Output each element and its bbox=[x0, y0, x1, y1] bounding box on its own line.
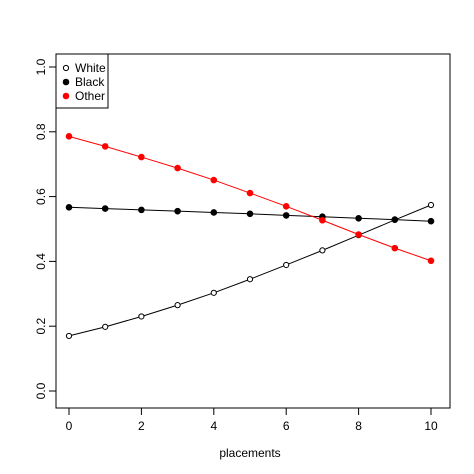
data-point-black bbox=[101, 205, 109, 212]
data-point-white bbox=[210, 289, 217, 296]
series-line-white bbox=[68, 204, 432, 337]
series-white bbox=[65, 201, 435, 340]
y-tick-label: 1.0 bbox=[34, 58, 48, 75]
legend-label: Black bbox=[75, 75, 105, 89]
series-black bbox=[65, 203, 435, 225]
legend-marker bbox=[62, 92, 70, 100]
x-axis: 0 2 4 6 8 10 bbox=[66, 407, 438, 433]
data-point-other bbox=[427, 257, 435, 265]
data-point-white bbox=[174, 302, 181, 309]
data-point-other bbox=[319, 216, 326, 224]
y-axis: 0.0 0.2 0.4 0.6 0.8 1.0 bbox=[34, 58, 57, 399]
x-tick-label: 8 bbox=[355, 419, 362, 433]
data-point-other bbox=[101, 143, 109, 150]
data-point-white bbox=[65, 332, 73, 340]
data-point-other bbox=[391, 244, 399, 252]
data-point-white bbox=[283, 261, 290, 269]
data-point-black bbox=[282, 212, 290, 219]
x-tick-label: 6 bbox=[283, 419, 290, 433]
data-point-white bbox=[102, 323, 109, 330]
data-point-other bbox=[138, 153, 145, 161]
y-tick-label: 0.6 bbox=[34, 188, 48, 205]
data-point-black bbox=[174, 207, 181, 215]
y-tick-label: 0.8 bbox=[34, 123, 48, 140]
data-point-black bbox=[138, 206, 145, 214]
data-point-black bbox=[246, 210, 254, 218]
y-tick-label: 0.2 bbox=[34, 318, 48, 335]
legend-marker bbox=[62, 64, 70, 72]
data-point-white bbox=[246, 276, 254, 283]
y-tick-label: 0.4 bbox=[34, 253, 48, 270]
data-point-black bbox=[65, 203, 73, 211]
data-point-other bbox=[282, 203, 290, 210]
legend-label: Other bbox=[75, 89, 105, 103]
data-point-white bbox=[138, 313, 145, 320]
data-point-other bbox=[174, 164, 181, 172]
series-line-other bbox=[68, 135, 432, 262]
data-point-black bbox=[355, 215, 362, 222]
data-point-other bbox=[355, 231, 362, 238]
data-point-black bbox=[427, 217, 435, 225]
data-point-black bbox=[210, 209, 218, 216]
x-axis-label: placements bbox=[219, 446, 280, 460]
series-layer bbox=[65, 133, 435, 340]
data-point-other bbox=[210, 176, 218, 184]
x-tick-label: 4 bbox=[210, 419, 217, 433]
plot-frame bbox=[55, 53, 451, 409]
legend-marker bbox=[62, 78, 70, 86]
y-tick-label: 0.0 bbox=[34, 382, 48, 399]
data-point-black bbox=[391, 216, 399, 223]
series-other bbox=[65, 133, 435, 265]
data-point-other bbox=[246, 189, 254, 197]
data-point-other bbox=[65, 133, 73, 140]
x-tick-label: 0 bbox=[66, 419, 73, 433]
x-tick-label: 2 bbox=[138, 419, 145, 433]
data-point-white bbox=[427, 201, 435, 209]
data-point-white bbox=[319, 247, 326, 254]
x-tick-label: 10 bbox=[424, 419, 438, 433]
legend-label: White bbox=[75, 61, 106, 75]
